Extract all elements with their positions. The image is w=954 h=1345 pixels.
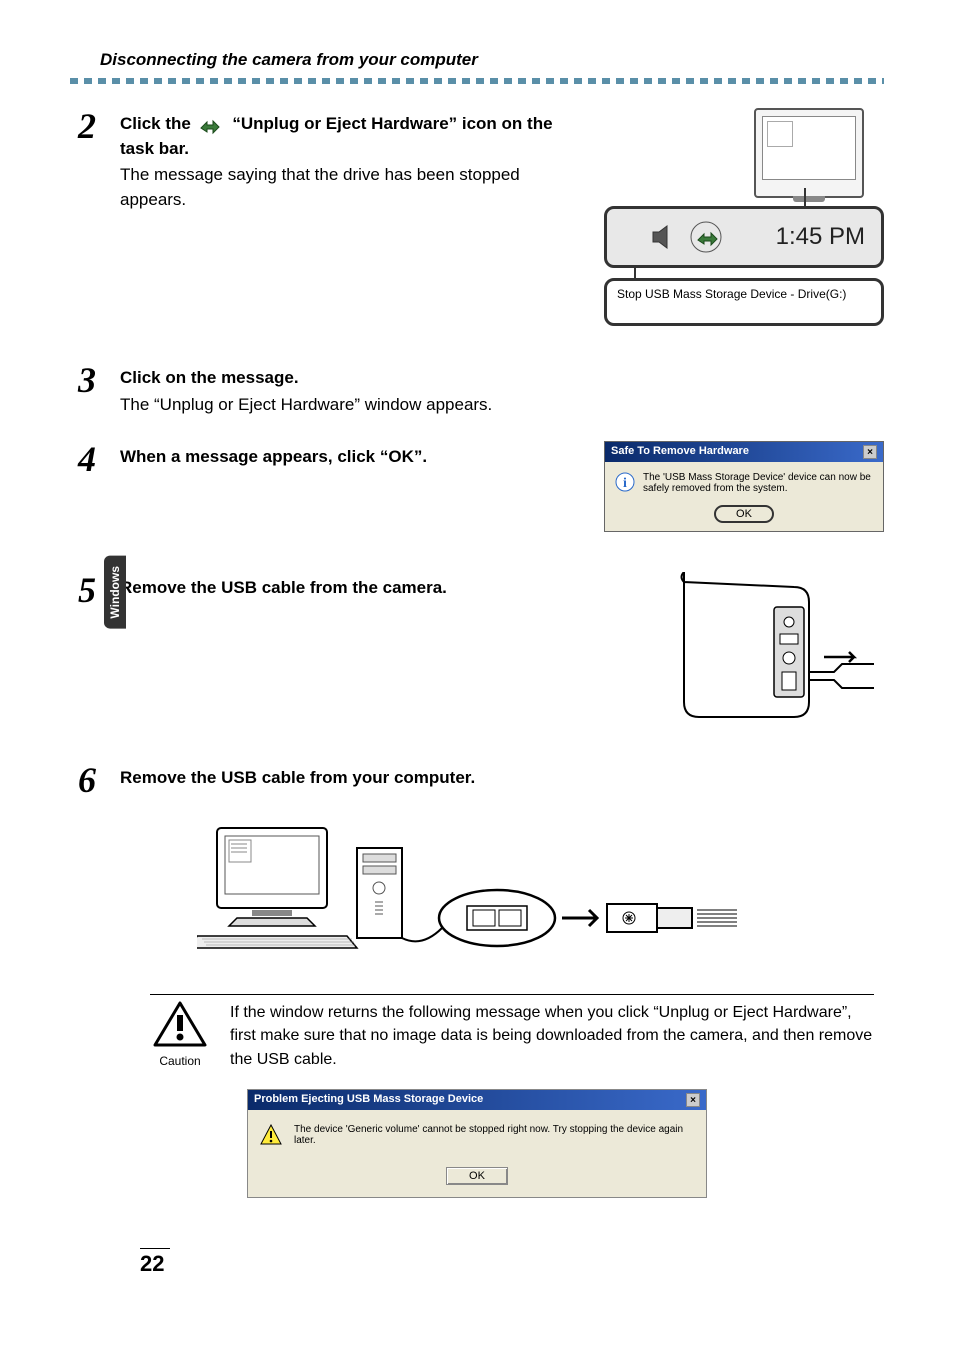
dialog-title: Problem Ejecting USB Mass Storage Device	[254, 1093, 483, 1107]
volume-icon	[647, 220, 681, 254]
step-heading: Click on the message.	[120, 366, 584, 391]
info-icon: i	[615, 472, 635, 492]
tray-tooltip: Stop USB Mass Storage Device - Drive(G:)	[604, 278, 884, 326]
step-heading: Remove the USB cable from your computer.	[120, 766, 884, 791]
system-tray-illustration: 1:45 PM Stop USB Mass Storage Device - D…	[604, 108, 884, 338]
dialog-titlebar: Safe To Remove Hardware ×	[605, 442, 883, 462]
step-5: 5 Remove the USB cable from the camera.	[70, 572, 884, 722]
caution-label: Caution	[150, 1054, 210, 1068]
step-3: 3 Click on the message. The “Unplug or E…	[70, 362, 884, 417]
heading-text-before: Click the	[120, 114, 191, 133]
svg-text:i: i	[623, 476, 627, 491]
step-number: 2	[70, 108, 120, 338]
step-text: The “Unplug or Eject Hardware” window ap…	[120, 393, 584, 418]
warning-icon	[260, 1124, 282, 1146]
system-tray-popup: 1:45 PM	[604, 206, 884, 268]
page-number: 22	[140, 1251, 164, 1277]
caution-block: Caution If the window returns the follow…	[150, 994, 874, 1071]
computer-usb-illustration	[70, 818, 884, 958]
dialog-message: The 'USB Mass Storage Device' device can…	[643, 472, 873, 494]
step-heading: Click the “Unplug or Eject Hardware” ico…	[120, 112, 584, 161]
dialog-message: The device 'Generic volume' cannot be st…	[294, 1124, 694, 1146]
page-number-rule	[140, 1248, 170, 1249]
dialog-titlebar: Problem Ejecting USB Mass Storage Device…	[248, 1090, 706, 1110]
step-2: 2 Click the “Unplug or Eject Hardware” i…	[70, 108, 884, 338]
monitor-icon	[754, 108, 864, 198]
dialog-title: Safe To Remove Hardware	[611, 445, 749, 459]
ok-button[interactable]: OK	[446, 1167, 508, 1185]
close-icon[interactable]: ×	[863, 445, 877, 459]
step-number: 3	[70, 362, 120, 417]
close-icon[interactable]: ×	[686, 1093, 700, 1107]
safe-remove-dialog: Safe To Remove Hardware × i The 'USB Mas…	[604, 441, 884, 532]
tray-tooltip-text: Stop USB Mass Storage Device - Drive(G:)	[617, 287, 846, 301]
caution-icon: Caution	[150, 1001, 210, 1071]
ok-button[interactable]: OK	[714, 505, 774, 523]
problem-ejecting-dialog: Problem Ejecting USB Mass Storage Device…	[247, 1089, 707, 1198]
step-4: 4 When a message appears, click “OK”. Sa…	[70, 441, 884, 532]
unplug-hardware-tray-icon	[689, 220, 723, 254]
step-heading: When a message appears, click “OK”.	[120, 445, 584, 470]
side-tab-windows: Windows	[104, 556, 126, 629]
unplug-hardware-icon	[198, 115, 222, 135]
divider	[70, 78, 884, 84]
camera-usb-illustration	[674, 572, 884, 722]
step-heading: Remove the USB cable from the camera.	[120, 576, 584, 601]
step-6: 6 Remove the USB cable from your compute…	[70, 762, 884, 798]
step-number: 4	[70, 441, 120, 532]
section-title: Disconnecting the camera from your compu…	[70, 50, 884, 70]
tray-clock: 1:45 PM	[776, 223, 865, 251]
step-number: 6	[70, 762, 120, 798]
step-text: The message saying that the drive has be…	[120, 163, 584, 212]
caution-text: If the window returns the following mess…	[230, 1001, 874, 1071]
